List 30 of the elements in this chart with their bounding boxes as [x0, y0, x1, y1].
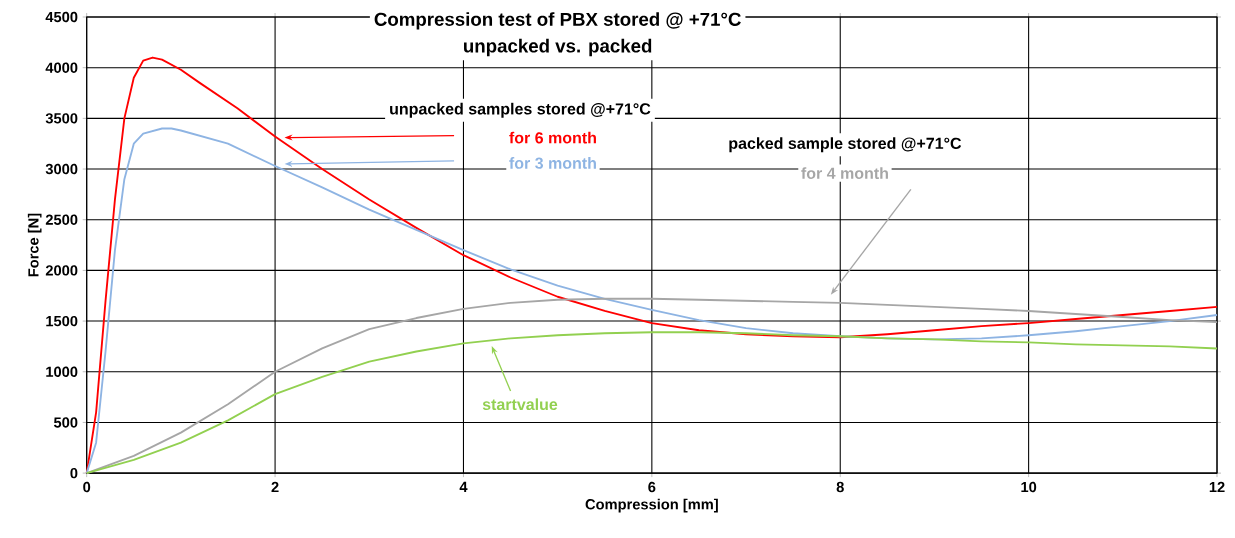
- text: for 3 month: [509, 157, 596, 169]
- chart-title: Compression test of PBX stored @ +71°C: [374, 12, 741, 30]
- annotation: unpacked samples stored @+71°C: [390, 102, 651, 118]
- y-tick-label: 3500: [45, 113, 78, 124]
- x-tick-label: 0: [83, 481, 91, 493]
- y-tick-label: 3000: [45, 163, 78, 175]
- y-tick-label: 4000: [45, 62, 78, 73]
- text: unpacked vs. packed: [464, 38, 652, 57]
- y-tick-label: 0: [70, 467, 78, 479]
- x-tick-label: 6: [648, 481, 656, 493]
- x-tick-label: 4: [459, 481, 468, 492]
- y-tick-label: 2500: [45, 214, 78, 225]
- x-tick-label: 10: [1021, 481, 1037, 493]
- text: for 6 month: [509, 131, 596, 144]
- text: startvalue: [482, 398, 558, 410]
- y-tick-label: 2000: [45, 265, 78, 276]
- y-tick-label: 1500: [46, 315, 78, 327]
- x-tick-label: 12: [1209, 481, 1225, 493]
- line-series: [85, 331, 1218, 474]
- y-tick-label: 4500: [45, 11, 78, 23]
- text: for 4 month: [801, 167, 888, 179]
- y-tick-label: 500: [53, 417, 78, 428]
- annotation: packed sample stored @+71°C: [729, 137, 962, 153]
- x-tick-label: 8: [836, 481, 844, 493]
- y-axis-title: Force [N]: [27, 213, 42, 277]
- line-series: [85, 56, 1218, 474]
- x-axis-title: Compression [mm]: [585, 498, 718, 513]
- x-tick-label: 2: [271, 481, 279, 493]
- line-series: [85, 127, 1218, 474]
- y-tick-label: 1000: [46, 366, 78, 377]
